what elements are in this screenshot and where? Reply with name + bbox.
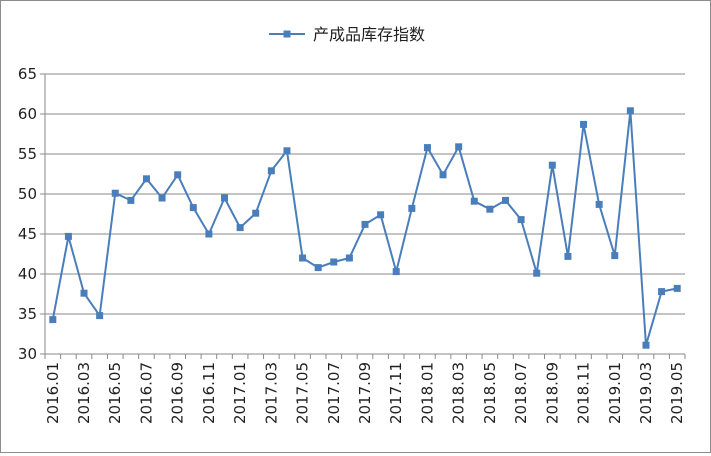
y-tick-label: 30 (18, 345, 37, 363)
data-point (127, 196, 135, 204)
x-tick-label: 2016.11 (200, 362, 218, 424)
x-tick-label: 2017.03 (262, 362, 280, 424)
x-tick-label: 2018.11 (575, 362, 593, 424)
legend-marker-swatch (283, 30, 291, 38)
data-point (96, 312, 104, 320)
data-point (533, 269, 541, 277)
x-tick-label: 2017.11 (387, 362, 405, 424)
data-point (64, 232, 72, 240)
data-point (642, 341, 650, 349)
data-point (189, 204, 197, 212)
data-point (49, 316, 57, 324)
data-point (658, 288, 666, 296)
x-tick-label: 2017.05 (294, 362, 312, 424)
x-tick-label: 2018.01 (418, 362, 436, 424)
x-tick-label: 2017.09 (356, 362, 374, 424)
x-tick-label: 2018.09 (543, 362, 561, 424)
x-tick-label: 2016.07 (137, 362, 155, 424)
data-point (423, 144, 431, 152)
legend: 产成品库存指数 (269, 25, 425, 44)
y-tick-label: 50 (18, 185, 37, 203)
data-point (221, 194, 229, 202)
data-point (611, 252, 619, 260)
data-point (548, 161, 556, 169)
data-point (626, 107, 634, 115)
legend-label: 产成品库存指数 (313, 25, 425, 44)
data-point (595, 200, 603, 208)
data-point (439, 171, 447, 179)
data-point (408, 204, 416, 212)
x-tick-label: 2018.03 (450, 362, 468, 424)
data-point (455, 143, 463, 151)
x-tick-label: 2017.07 (325, 362, 343, 424)
x-tick-label: 2019.03 (637, 362, 655, 424)
data-point (299, 254, 307, 262)
data-point (486, 205, 494, 213)
data-point (252, 209, 260, 217)
data-point (267, 167, 275, 175)
x-tick-label: 2019.01 (606, 362, 624, 424)
x-tick-label: 2017.01 (231, 362, 249, 424)
data-point (80, 289, 88, 297)
data-point (361, 220, 369, 228)
data-point (330, 258, 338, 266)
data-point (501, 196, 509, 204)
x-tick-label: 2018.05 (481, 362, 499, 424)
x-tick-label: 2016.03 (75, 362, 93, 424)
y-tick-label: 45 (18, 225, 37, 243)
data-point (345, 254, 353, 262)
data-point (673, 284, 681, 292)
x-tick-label: 2019.05 (668, 362, 686, 424)
data-point (205, 230, 213, 238)
x-tick-label: 2016.01 (44, 362, 62, 424)
y-tick-label: 35 (18, 305, 37, 323)
data-point (564, 252, 572, 260)
data-point (283, 147, 291, 155)
data-point (392, 268, 400, 276)
data-point (470, 197, 478, 205)
x-tick-label: 2016.09 (169, 362, 187, 424)
grid (45, 73, 685, 355)
data-point (111, 189, 119, 197)
data-point (377, 211, 385, 219)
data-point (236, 224, 244, 232)
data-point (580, 120, 588, 128)
data-point (158, 194, 166, 202)
y-tick-label: 40 (18, 265, 37, 283)
data-point (174, 171, 182, 179)
data-point (314, 264, 322, 272)
data-point (142, 175, 150, 183)
x-tick-label: 2016.05 (106, 362, 124, 424)
y-tick-label: 55 (18, 145, 37, 163)
y-tick-label: 65 (18, 65, 37, 83)
x-axis: 2016.01 2016.03 2016.05 2016.07 2016.09 2016.… (44, 354, 686, 424)
x-tick-label: 2018.07 (512, 362, 530, 424)
y-axis: 30 35 40 45 50 55 60 65 (18, 65, 46, 363)
series-line (51, 109, 678, 347)
data-point (517, 216, 525, 224)
y-tick-label: 60 (18, 105, 37, 123)
series-layer (49, 107, 681, 349)
